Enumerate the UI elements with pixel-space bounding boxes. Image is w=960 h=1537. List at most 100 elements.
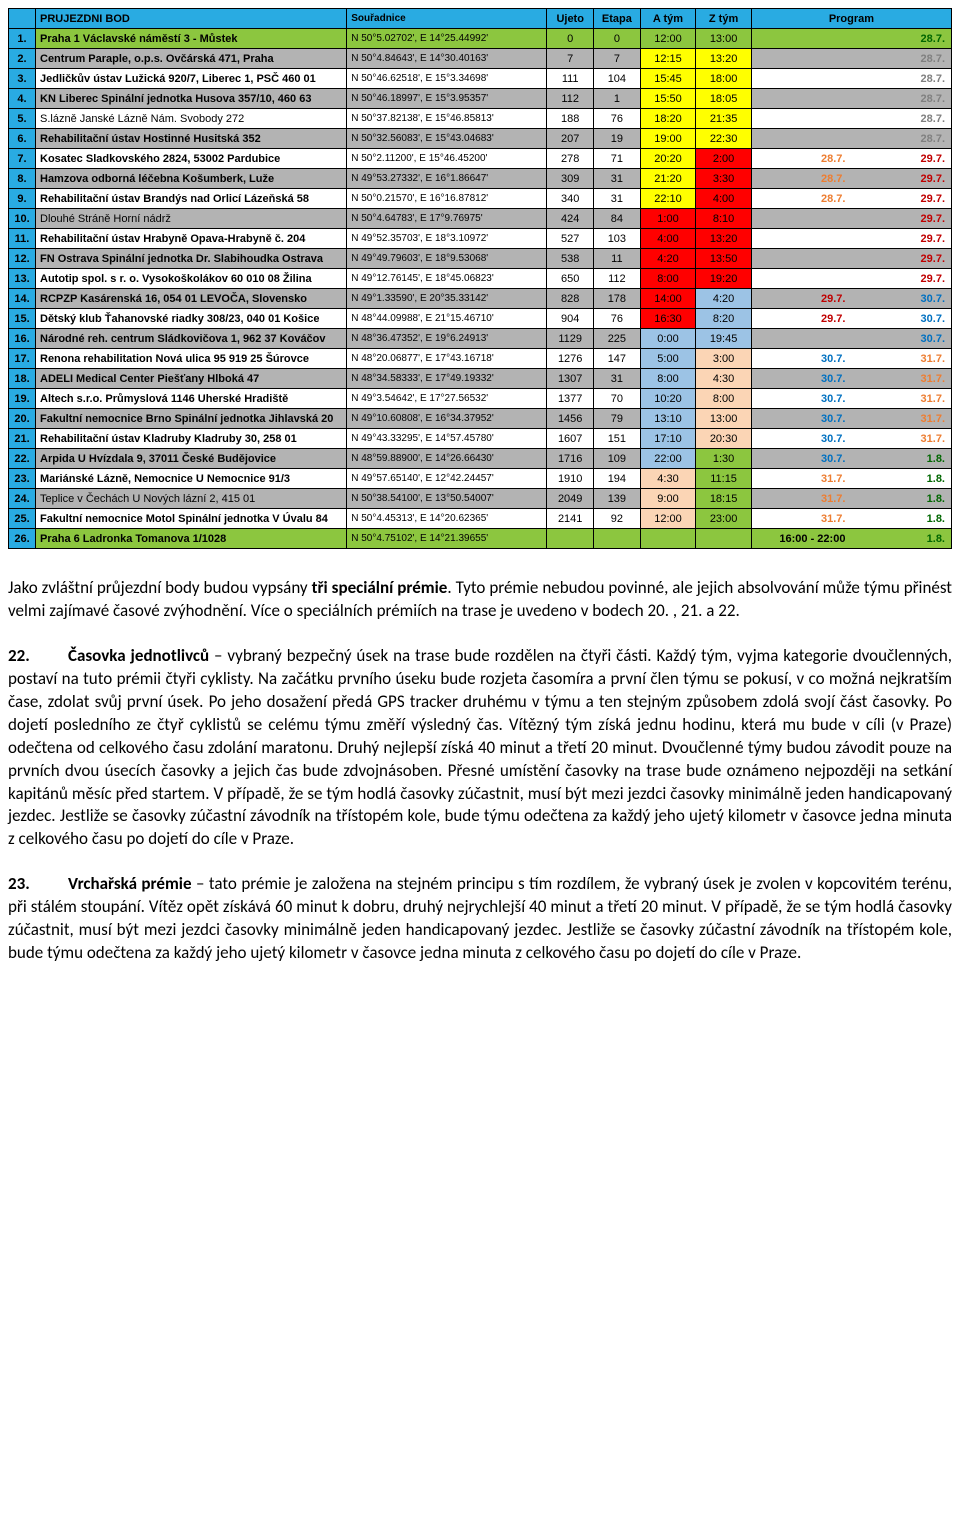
cell (640, 529, 696, 549)
cell: Fakultní nemocnice Brno Spinální jednotk… (36, 409, 347, 429)
cell: 13:00 (696, 409, 752, 429)
program-cell: 16:00 - 22:001.8. (751, 529, 951, 549)
cell: N 49°43.33295', E 14°57.45780' (347, 429, 547, 449)
col-num (9, 9, 36, 29)
cell: 13:10 (640, 409, 696, 429)
cell: 13:00 (696, 29, 752, 49)
cell: 4:20 (696, 289, 752, 309)
cell: 12:15 (640, 49, 696, 69)
cell: Fakultní nemocnice Motol Spinální jednot… (36, 509, 347, 529)
cell: 7 (594, 49, 641, 69)
cell: 112 (594, 269, 641, 289)
cell: Národné reh. centrum Sládkovičova 1, 962… (36, 329, 347, 349)
table-row: 5.S.lázně Janské Lázně Nám. Svobody 272N… (9, 109, 952, 129)
cell: 2:00 (696, 149, 752, 169)
cell: S.lázně Janské Lázně Nám. Svobody 272 (36, 109, 347, 129)
cell: 19:00 (640, 129, 696, 149)
cell: N 50°0.21570', E 16°16.87812' (347, 189, 547, 209)
cell: 70 (594, 389, 641, 409)
cell: 9. (9, 189, 36, 209)
program-cell: 30.7.31.7. (751, 409, 951, 429)
table-row: 14.RCPZP Kasárenská 16, 054 01 LEVOČA, S… (9, 289, 952, 309)
program-cell: 28.7. (751, 69, 951, 89)
cell: Mariánské Lázně, Nemocnice U Nemocnice 9… (36, 469, 347, 489)
cell: 19:20 (696, 269, 752, 289)
cell: 6. (9, 129, 36, 149)
cell: Rehabilitační ústav Hrabyně Opava-Hrabyn… (36, 229, 347, 249)
program-cell: 31.7.1.8. (751, 489, 951, 509)
cell: 1607 (547, 429, 594, 449)
cell: 84 (594, 209, 641, 229)
cell: 15. (9, 309, 36, 329)
cell (696, 529, 752, 549)
table-row: 19.Altech s.r.o. Průmyslová 1146 Uherské… (9, 389, 952, 409)
cell: Hamzova odborná léčebna Košumberk, Luže (36, 169, 347, 189)
table-row: 12.FN Ostrava Spinální jednotka Dr. Slab… (9, 249, 952, 269)
table-row: 16.Národné reh. centrum Sládkovičova 1, … (9, 329, 952, 349)
paragraph-intro: Jako zvláštní průjezdní body budou vypsá… (8, 577, 952, 623)
cell: N 49°3.54642', E 17°27.56532' (347, 389, 547, 409)
cell: 139 (594, 489, 641, 509)
cell: Altech s.r.o. Průmyslová 1146 Uherské Hr… (36, 389, 347, 409)
col-name: PRUJEZDNI BOD (36, 9, 347, 29)
body-text: Jako zvláštní průjezdní body budou vypsá… (8, 577, 952, 965)
cell: 31 (594, 169, 641, 189)
col-coord: Souřadnice (347, 9, 547, 29)
cell: 10:20 (640, 389, 696, 409)
cell: N 50°4.64783', E 17°9.76975' (347, 209, 547, 229)
cell: 14. (9, 289, 36, 309)
table-row: 15.Dětský klub Ťahanovské riadky 308/23,… (9, 309, 952, 329)
cell: 111 (547, 69, 594, 89)
cell: 18:20 (640, 109, 696, 129)
cell: 0 (547, 29, 594, 49)
table-row: 2.Centrum Paraple, o.p.s. Ovčárská 471, … (9, 49, 952, 69)
cell: 4:00 (640, 229, 696, 249)
cell: N 50°4.45313', E 14°20.62365' (347, 509, 547, 529)
cell: 1276 (547, 349, 594, 369)
cell: Renona rehabilitation Nová ulica 95 919 … (36, 349, 347, 369)
table-row: 7.Kosatec Sladkovského 2824, 53002 Pardu… (9, 149, 952, 169)
cell: N 50°2.11200', E 15°46.45200' (347, 149, 547, 169)
cell: 4:30 (640, 469, 696, 489)
cell: 109 (594, 449, 641, 469)
table-row: 26.Praha 6 Ladronka Tomanova 1/1028N 50°… (9, 529, 952, 549)
cell: 0 (594, 29, 641, 49)
cell: Autotip spol. s r. o. Vysokoškolákov 60 … (36, 269, 347, 289)
cell: 424 (547, 209, 594, 229)
cell: 10. (9, 209, 36, 229)
cell: Rehabilitační ústav Brandýs nad Orlicí L… (36, 189, 347, 209)
cell: Teplice v Čechách U Nových lázní 2, 415 … (36, 489, 347, 509)
cell: N 49°12.76145', E 18°45.06823' (347, 269, 547, 289)
cell: Centrum Paraple, o.p.s. Ovčárská 471, Pr… (36, 49, 347, 69)
cell: 17. (9, 349, 36, 369)
program-cell: 28.7. (751, 89, 951, 109)
cell: 1:00 (640, 209, 696, 229)
cell (547, 529, 594, 549)
cell: 92 (594, 509, 641, 529)
cell: N 50°5.02702', E 14°25.44992' (347, 29, 547, 49)
cell: 11 (594, 249, 641, 269)
cell: 24. (9, 489, 36, 509)
cell: Praha 1 Václavské náměstí 3 - Můstek (36, 29, 347, 49)
cell: 18:05 (696, 89, 752, 109)
program-cell: 28.7. (751, 49, 951, 69)
cell: N 48°44.09988', E 21°15.46710' (347, 309, 547, 329)
cell: 13:20 (696, 49, 752, 69)
cell: 1910 (547, 469, 594, 489)
table-row: 9.Rehabilitační ústav Brandýs nad Orlicí… (9, 189, 952, 209)
cell: 147 (594, 349, 641, 369)
cell: Jedličkův ústav Lužická 920/7, Liberec 1… (36, 69, 347, 89)
cell: 12. (9, 249, 36, 269)
program-cell: 31.7.1.8. (751, 469, 951, 489)
cell: 5. (9, 109, 36, 129)
cell: 12:00 (640, 509, 696, 529)
cell: N 49°53.27332', E 16°1.86647' (347, 169, 547, 189)
cell: 19:45 (696, 329, 752, 349)
cell: 0:00 (640, 329, 696, 349)
cell: 31 (594, 369, 641, 389)
col-atym: A tým (640, 9, 696, 29)
cell: 11. (9, 229, 36, 249)
cell: 8:00 (640, 369, 696, 389)
cell: 4:00 (696, 189, 752, 209)
table-row: 11.Rehabilitační ústav Hrabyně Opava-Hra… (9, 229, 952, 249)
